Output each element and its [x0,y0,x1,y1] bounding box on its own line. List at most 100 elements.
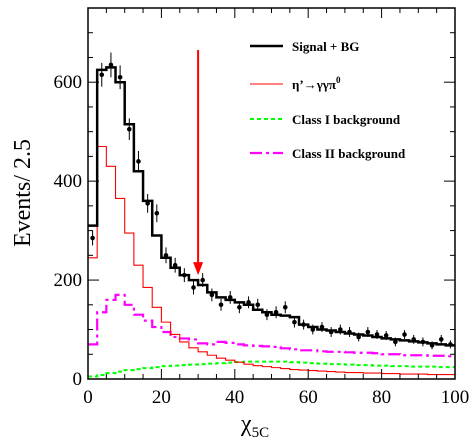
x-tick-label: 0 [83,387,93,408]
data-point [438,334,444,344]
y-tick-label: 600 [54,72,83,93]
cut-arrow-head [193,262,204,276]
data-point [374,330,380,339]
data-point-marker [126,126,132,132]
data-point [448,340,453,349]
data-point-marker [191,285,196,290]
y-tick-label: 200 [54,270,83,291]
data-point [383,331,389,340]
data-point-marker [365,329,371,335]
legend-item-class-i-bg: Class I background [250,112,401,127]
y-axis-title: Events/ 2.5 [10,139,36,247]
x-tick-label: 80 [372,387,391,408]
data-point-marker [374,332,380,337]
data-point-marker [383,333,389,338]
data-point-marker [328,329,334,335]
data-point-marker [145,201,150,206]
data-point [310,324,316,335]
plot-content [88,50,455,378]
data-point [182,268,187,283]
data-point [99,62,105,87]
data-point-marker [402,332,407,337]
data-point [420,337,426,347]
series-signal-mc-line [88,145,455,376]
data-point [246,296,251,309]
data-point [200,273,205,287]
data-point-marker [182,272,187,278]
data-point [227,290,233,304]
data-point [218,298,224,311]
data-point-marker [338,327,343,332]
data-point-marker [438,337,444,342]
legend-label: Signal + BG [292,39,359,54]
data-point [163,247,169,264]
data-point [108,52,114,78]
data-point-marker [347,329,352,335]
axis-tick-labels: 0 20 40 60 80 100 0 200 400 600 [54,72,470,408]
data-point-marker [292,319,297,325]
data-point [338,324,343,335]
legend-label-text: η’→γγπ [292,77,336,92]
data-point [301,319,306,330]
data-point-marker [255,302,261,308]
data-point [365,327,371,337]
data-point [347,327,352,337]
data-point-marker [136,159,141,164]
data-point-marker [108,62,114,68]
data-point [209,288,215,302]
legend-label: Class II background [292,146,406,161]
legend-label-superscript: 0 [336,75,341,85]
data-point [117,65,123,90]
data-point-marker [273,309,279,315]
data-point-marker [237,304,242,310]
data-point-marker [264,312,270,317]
x-tick-label: 100 [441,387,470,408]
data-point-marker [90,235,95,241]
data-point [90,230,95,246]
data-point-marker [117,74,123,80]
data-point-marker [301,322,306,327]
data-point [319,322,325,333]
data-point [191,280,196,295]
data-point [429,341,435,350]
data-point-marker [448,342,453,347]
data-point [328,327,334,337]
data-point-marker [282,304,288,310]
x-tick-label: 20 [152,387,171,408]
x-axis-title-sub: 5C [252,425,270,441]
y-tick-label: 400 [54,171,83,192]
data-point [154,204,160,223]
data-point-marker [310,327,316,332]
axis-ticks [87,7,456,380]
legend-label: Class I background [292,112,401,127]
data-point [136,150,141,172]
x-tick-label: 40 [225,387,244,408]
data-point [273,306,279,319]
data-point-marker [319,324,325,330]
data-point-marker [172,262,178,268]
data-point-marker [200,277,205,283]
data-point-marker [429,343,435,348]
legend-label: η’→γγπ0 [292,75,341,92]
data-point [172,257,178,273]
data-point-marker [163,253,169,258]
data-point-marker [393,339,398,345]
data-point-marker [99,72,105,78]
data-point [393,337,398,347]
data-point [255,298,261,311]
data-point [282,301,288,314]
x-axis-title: χ5C [240,411,269,441]
data-point-marker [356,334,361,340]
x-axis-title-main: χ [240,411,252,437]
data-point [292,316,297,328]
data-point [126,118,132,141]
y-tick-label: 0 [73,369,83,390]
legend-item-signal-mc: η’→γγπ0 [250,75,341,92]
data-point-marker [209,292,215,298]
legend: Signal + BG η’→γγπ0 Class I background Clas… [250,39,406,161]
data-point-marker [218,302,224,308]
data-point-marker [420,339,426,345]
legend-item-class-ii-bg: Class II background [250,146,406,161]
